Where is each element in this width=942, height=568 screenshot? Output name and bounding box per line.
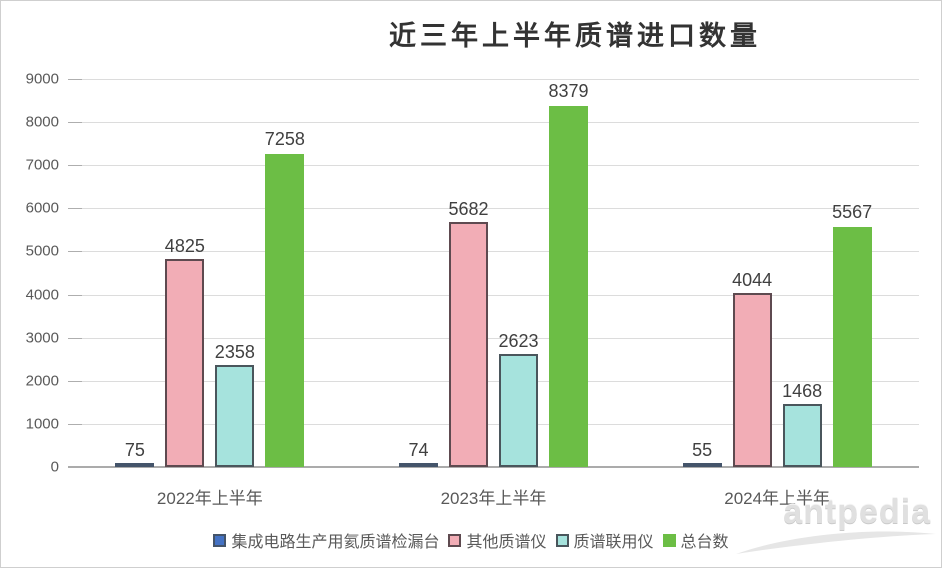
x-axis-category-label: 2022年上半年 bbox=[156, 489, 263, 508]
x-axis-line bbox=[68, 466, 919, 468]
y-axis-tick bbox=[68, 165, 82, 167]
bar: 2358 bbox=[215, 343, 255, 467]
y-axis-tick bbox=[68, 380, 82, 382]
bar-value-label: 4825 bbox=[164, 236, 205, 256]
watermark-swoosh-icon bbox=[736, 531, 936, 554]
legend-label: 总台数 bbox=[680, 534, 729, 551]
legend-item: 总台数 bbox=[662, 528, 729, 552]
bar: 55 bbox=[682, 441, 722, 467]
y-axis-tick bbox=[68, 122, 82, 124]
bar-value-label: 5567 bbox=[832, 202, 873, 223]
legend-swatch-icon bbox=[555, 533, 569, 547]
legend-swatch-icon bbox=[662, 533, 676, 547]
bar-value-label: 7258 bbox=[264, 129, 305, 150]
gridline bbox=[68, 251, 919, 253]
bar-value-label: 2623 bbox=[498, 330, 539, 351]
y-axis-tick-label: 6000 bbox=[25, 199, 59, 217]
legend-label: 其他质谱仪 bbox=[466, 534, 547, 551]
bar-value-label: 55 bbox=[692, 440, 713, 460]
y-axis-tick bbox=[68, 251, 82, 253]
legend-label: 质谱联用仪 bbox=[573, 534, 654, 551]
gridline bbox=[68, 380, 919, 382]
y-axis-tick-label: 9000 bbox=[25, 70, 59, 88]
gridline bbox=[68, 208, 919, 210]
y-axis: 0 1000 2000 3000 4000 5000 6000 7000 8000 9000 bbox=[7, 72, 59, 475]
y-axis-tick-label: 4000 bbox=[25, 286, 59, 304]
legend: 集成电路生产用氦质谱检漏台 其他质谱仪 质谱联用仪 总台数 bbox=[1, 528, 941, 552]
bar: 75 bbox=[115, 441, 155, 467]
legend-swatch-icon bbox=[448, 533, 462, 547]
gridline bbox=[68, 294, 919, 296]
gridline bbox=[68, 79, 919, 80]
gridline bbox=[68, 423, 919, 425]
bar-value-label: 1468 bbox=[782, 380, 823, 401]
y-axis-tick bbox=[68, 208, 82, 210]
bar: 8379 bbox=[548, 82, 589, 467]
y-axis-tick-label: 1000 bbox=[25, 415, 59, 433]
x-axis-category-label: 2023年上半年 bbox=[440, 489, 547, 508]
bar: 74 bbox=[398, 441, 438, 467]
bar-value-label: 2358 bbox=[214, 342, 255, 363]
y-axis-tick bbox=[68, 337, 82, 339]
bar: 5682 bbox=[448, 200, 489, 467]
y-axis-tick bbox=[68, 79, 82, 80]
x-axis-category-label: 2024年上半年 bbox=[724, 489, 831, 508]
bar-value-label: 74 bbox=[408, 440, 429, 460]
x-axis: 2022年上半年 2023年上半年 2024年上半年 bbox=[68, 484, 919, 508]
watermark: antpedia bbox=[783, 493, 931, 531]
legend-item: 其他质谱仪 bbox=[448, 528, 547, 552]
bar: 4044 bbox=[732, 271, 772, 467]
legend-item: 集成电路生产用氦质谱检漏台 bbox=[213, 528, 439, 552]
legend-swatch-icon bbox=[213, 533, 227, 547]
legend-item: 质谱联用仪 bbox=[555, 528, 654, 552]
plot-area: 75 4825 2358 7258 74 5682 2623 8379 55 4044 1468 55… bbox=[68, 79, 919, 468]
bar-value-label: 8379 bbox=[548, 80, 589, 101]
bar-group: 75 4825 2358 7258 bbox=[68, 79, 352, 467]
bar-value-label: 75 bbox=[124, 440, 145, 460]
bar-value-label: 5682 bbox=[448, 199, 489, 220]
bar-value-label: 4044 bbox=[732, 269, 773, 290]
bar: 4825 bbox=[165, 237, 205, 467]
bar-group: 74 5682 2623 8379 bbox=[352, 79, 636, 467]
y-axis-tick-label: 3000 bbox=[25, 329, 59, 347]
y-axis-tick-label: 2000 bbox=[25, 372, 59, 390]
gridline bbox=[68, 165, 919, 167]
bar: 1468 bbox=[782, 382, 822, 467]
y-axis-tick-label: 7000 bbox=[25, 156, 59, 174]
y-axis-tick bbox=[68, 423, 82, 425]
y-axis-tick-label: 0 bbox=[50, 458, 59, 476]
legend-label: 集成电路生产用氦质谱检漏台 bbox=[231, 534, 440, 551]
bar: 7258 bbox=[265, 130, 305, 467]
gridline bbox=[68, 122, 919, 124]
y-axis-tick bbox=[68, 294, 82, 296]
bar: 5567 bbox=[832, 203, 872, 467]
bar: 2623 bbox=[498, 332, 539, 467]
y-axis-tick-label: 8000 bbox=[25, 113, 59, 131]
gridline bbox=[68, 337, 919, 339]
y-axis-tick-label: 5000 bbox=[25, 242, 59, 260]
bar-group: 55 4044 1468 5567 bbox=[635, 79, 919, 467]
chart-title: 近三年上半年质谱进口数量 bbox=[389, 21, 761, 51]
